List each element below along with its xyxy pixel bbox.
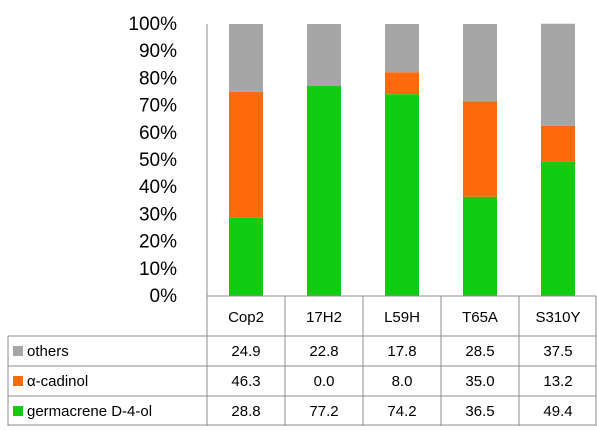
table-cell-cadinol-17h2: 0.0	[314, 373, 335, 390]
y-tick-label-0: 0%	[150, 286, 178, 307]
table-cell-germacrene-d-4-ol-t65a: 36.5	[465, 403, 494, 420]
category-label-l59h: L59H	[384, 309, 420, 326]
bar-others-cop2	[229, 24, 263, 92]
bar-germacrene-d-4-ol-l59h	[385, 94, 419, 297]
y-tick-label-5: 50%	[139, 150, 177, 171]
legend-label-cadinol: α-cadinol	[27, 373, 88, 390]
table-cell-others-t65a: 28.5	[465, 343, 494, 360]
bar-cadinol-l59h	[385, 72, 419, 95]
bar-others-t65a	[463, 24, 497, 102]
bar-germacrene-d-4-ol-t65a	[463, 196, 497, 296]
y-tick-label-9: 90%	[139, 41, 177, 62]
bar-germacrene-d-4-ol-s310y	[541, 161, 575, 296]
table-cell-others-s310y: 37.5	[543, 343, 572, 360]
legend-key-others	[13, 346, 23, 356]
y-tick-label-2: 20%	[139, 232, 177, 253]
bar-cadinol-t65a	[463, 101, 497, 197]
table-cell-others-l59h: 17.8	[387, 343, 416, 360]
y-tick-label-10: 100%	[128, 14, 177, 35]
table-cell-cadinol-t65a: 35.0	[465, 373, 494, 390]
table-cell-others-17h2: 22.8	[309, 343, 338, 360]
legend-key-cadinol	[13, 376, 23, 386]
bar-others-l59h	[385, 24, 419, 73]
table-cell-germacrene-d-4-ol-l59h: 74.2	[387, 403, 416, 420]
table-cell-cadinol-cop2: 46.3	[231, 373, 260, 390]
table-cell-cadinol-l59h: 8.0	[392, 373, 413, 390]
category-label-cop2: Cop2	[228, 309, 264, 326]
bar-germacrene-d-4-ol-17h2	[307, 86, 341, 297]
table-cell-others-cop2: 24.9	[231, 343, 260, 360]
bar-cadinol-cop2	[229, 91, 263, 218]
y-tick-label-3: 30%	[139, 204, 177, 225]
category-label-17h2: 17H2	[306, 309, 342, 326]
y-tick-label-1: 10%	[139, 259, 177, 280]
table-cell-cadinol-s310y: 13.2	[543, 373, 572, 390]
y-tick-label-6: 60%	[139, 123, 177, 144]
category-label-t65a: T65A	[462, 309, 498, 326]
y-tick-label-8: 80%	[139, 68, 177, 89]
table-cell-germacrene-d-4-ol-s310y: 49.4	[543, 403, 572, 420]
legend-label-germacrene-d-4-ol: germacrene D-4-ol	[27, 403, 152, 420]
category-label-s310y: S310Y	[535, 309, 580, 326]
y-tick-label-7: 70%	[139, 96, 177, 117]
table-cell-germacrene-d-4-ol-cop2: 28.8	[231, 403, 260, 420]
bar-others-s310y	[541, 23, 575, 126]
table-cell-germacrene-d-4-ol-17h2: 77.2	[309, 403, 338, 420]
bar-germacrene-d-4-ol-cop2	[229, 217, 263, 296]
y-tick-label-4: 40%	[139, 177, 177, 198]
legend-key-germacrene-d-4-ol	[13, 406, 23, 416]
bar-cadinol-s310y	[541, 125, 575, 162]
legend-label-others: others	[27, 343, 69, 360]
bar-others-17h2	[307, 24, 341, 87]
